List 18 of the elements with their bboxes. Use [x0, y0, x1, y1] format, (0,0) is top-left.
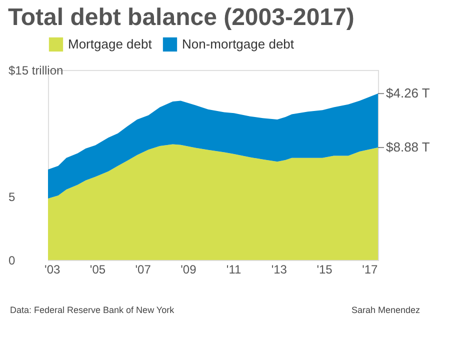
text: Sarah Menendez	[351, 305, 420, 315]
legend-label: Mortgage debt	[68, 36, 152, 52]
x-tick-label: '07	[135, 262, 152, 276]
x-tick-label: '05	[90, 262, 106, 276]
legend-label: Non-mortgage debt	[182, 36, 294, 52]
x-tick-label: '13	[271, 262, 288, 276]
text: Data: Federal Reserve Bank of New York	[10, 305, 175, 315]
x-tick-label: '17	[362, 262, 378, 276]
annotation: $8.88 T	[386, 140, 430, 155]
y-tick-label: $15 trillion	[8, 64, 64, 78]
x-tick-label: '15	[316, 262, 333, 276]
chart-title: Total debt balance (2003-2017)	[8, 4, 354, 31]
x-tick-label: '11	[226, 262, 242, 276]
x-tick-label: '09	[180, 262, 197, 276]
y-tick-label: 5	[8, 190, 16, 204]
y-tick-label: 0	[8, 254, 16, 268]
annotation: $4.26 T	[386, 86, 430, 101]
x-tick-label: '03	[44, 262, 60, 276]
